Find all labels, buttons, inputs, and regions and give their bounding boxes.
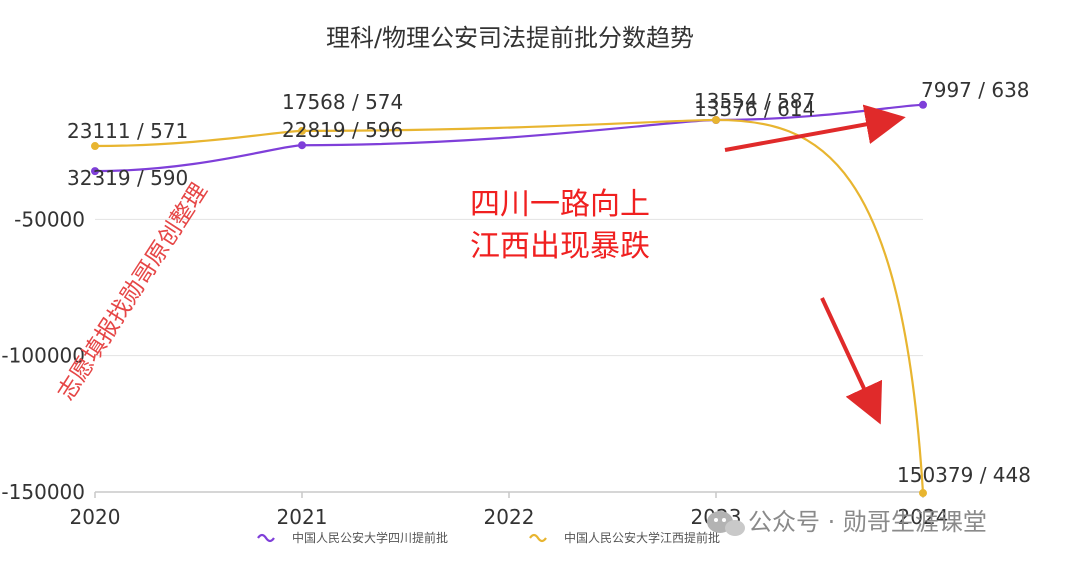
data-label: 13554 / 587 <box>694 89 815 113</box>
x-tick-label: 2024 <box>898 505 949 529</box>
grid-lines <box>95 218 923 357</box>
data-label: 150379 / 448 <box>897 463 1031 487</box>
y-tick-label: -150000 <box>1 480 85 504</box>
data-point <box>91 142 99 151</box>
x-tick-label: 2021 <box>277 505 328 529</box>
annotation-sichuan: 四川一路向上 <box>470 187 650 222</box>
data-point <box>298 126 306 135</box>
annotation-jiangxi: 江西出现暴跌 <box>470 229 650 264</box>
footer-watermark: 公众号 · 勋哥生涯课堂 <box>707 508 987 536</box>
data-label: 13576 / 614 <box>694 97 815 121</box>
series-lines <box>94 103 925 494</box>
x-axis <box>94 491 924 498</box>
legend-label: 中国人民公安大学江西提前批 <box>564 530 720 545</box>
series-line-0 <box>94 103 924 173</box>
x-tick-label: 2022 <box>484 505 535 529</box>
data-label: 17568 / 574 <box>282 90 403 114</box>
data-label: 23111 / 571 <box>67 119 188 143</box>
wechat-icon <box>707 511 745 536</box>
data-point <box>919 489 927 498</box>
legend-swatch <box>257 533 275 543</box>
footer-watermark-text: 公众号 · 勋哥生涯课堂 <box>748 508 987 536</box>
data-point <box>712 115 720 124</box>
data-point <box>91 167 99 176</box>
data-labels: 32319 / 590 22819 / 596 13576 / 614 7997 / … <box>67 78 1031 487</box>
data-point <box>919 100 927 109</box>
chart-title: 理科/物理公安司法提前批分数趋势 <box>326 24 694 52</box>
series-line-1 <box>94 118 925 494</box>
x-tick-label: 2020 <box>70 505 121 529</box>
series-points <box>91 100 927 498</box>
arrow-down-icon <box>820 297 883 425</box>
arrow-up-icon <box>724 104 906 152</box>
legend: 中国人民公安大学四川提前批 中国人民公安大学江西提前批 <box>257 530 720 545</box>
legend-label: 中国人民公安大学四川提前批 <box>292 530 448 545</box>
data-label: 32319 / 590 <box>67 166 188 190</box>
y-axis-ticks: -50000 -100000 -150000 <box>1 207 85 504</box>
data-label: 22819 / 596 <box>282 118 403 142</box>
y-tick-label: -100000 <box>1 344 85 368</box>
data-point <box>298 141 306 150</box>
legend-swatch <box>529 533 547 543</box>
data-label: 7997 / 638 <box>921 78 1030 102</box>
y-tick-label: -50000 <box>14 207 85 231</box>
